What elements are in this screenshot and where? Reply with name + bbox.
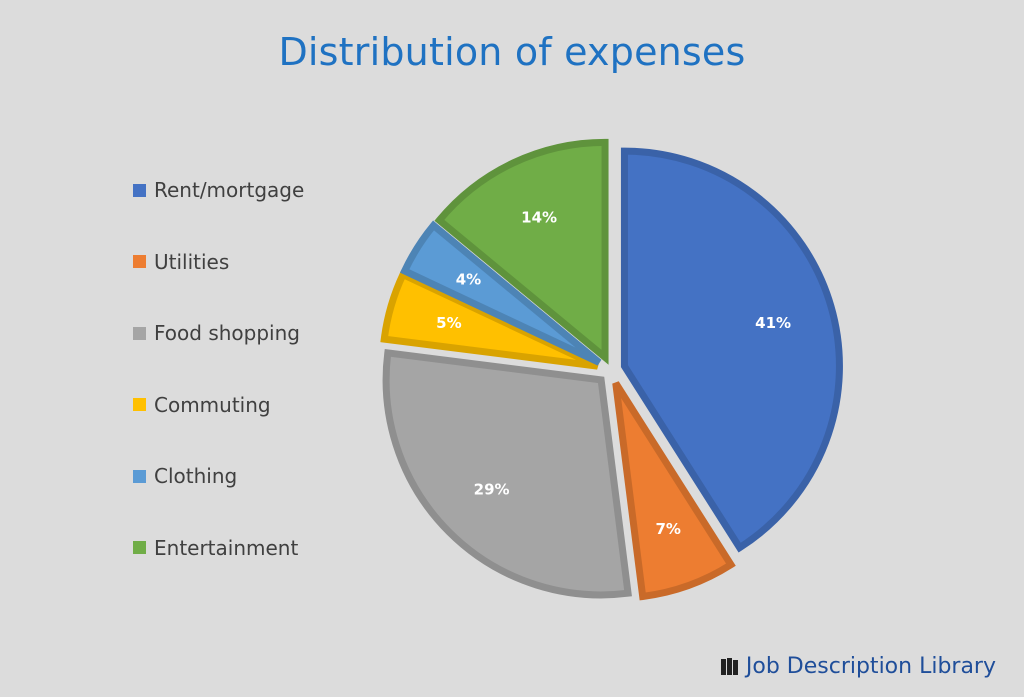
pie-slice	[612, 381, 736, 601]
legend-item: Food shopping	[133, 319, 300, 347]
brand-watermark: Job Description Library	[720, 654, 996, 679]
slice-data-label: 5%	[436, 314, 461, 332]
legend-label: Commuting	[154, 392, 271, 417]
legend-item: Utilities	[133, 248, 229, 276]
slice-data-label: 41%	[755, 314, 791, 332]
legend-label: Rent/mortgage	[154, 178, 305, 202]
pie-slice	[434, 138, 609, 365]
legend-item: Clothing	[133, 462, 237, 490]
legend-swatch	[133, 541, 146, 554]
legend-item: Entertainment	[133, 534, 298, 562]
slice-data-label: 4%	[456, 271, 481, 289]
book-icon	[720, 657, 738, 675]
pie-slice	[399, 220, 602, 366]
legend-swatch	[133, 469, 146, 483]
legend-swatch	[133, 255, 146, 268]
legend-swatch	[133, 398, 146, 411]
brand-text: Job Description Library	[745, 654, 996, 679]
legend-item: Commuting	[133, 391, 271, 419]
slice-data-label: 14%	[521, 208, 557, 226]
pie-slice	[380, 269, 600, 370]
legend-label: Clothing	[154, 464, 238, 488]
slice-data-label: 29%	[474, 480, 510, 498]
legend-label: Utilities	[154, 249, 230, 274]
legend-label: Food shopping	[154, 321, 300, 345]
pie-slice	[382, 349, 632, 599]
legend-item: Rent/mortgage	[133, 176, 304, 204]
legend-swatch	[133, 326, 146, 340]
legend-label: Entertainment	[154, 535, 299, 560]
chart-title: Distribution of expenses	[278, 30, 746, 74]
legend-swatch	[133, 183, 146, 197]
slice-data-label: 7%	[655, 520, 680, 538]
pie-slice	[620, 147, 843, 553]
